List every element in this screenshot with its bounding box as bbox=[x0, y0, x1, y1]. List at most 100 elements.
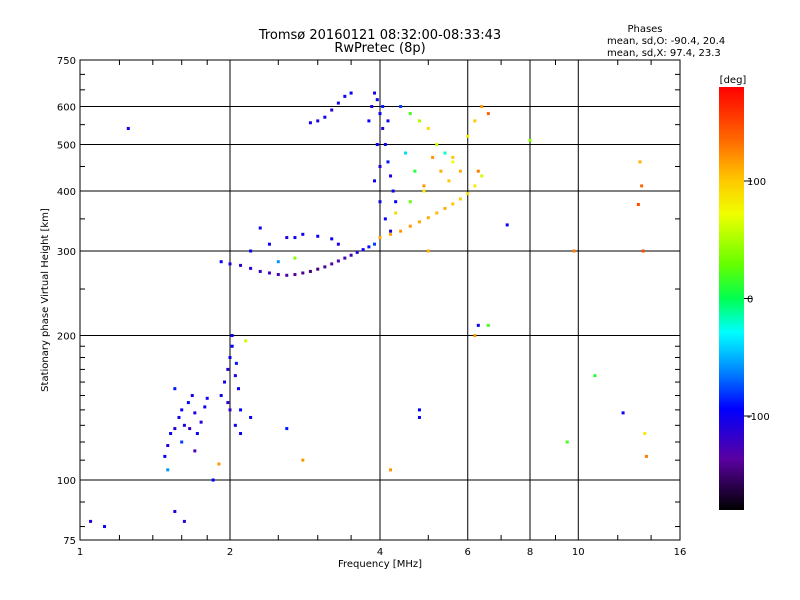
data-point bbox=[173, 509, 177, 513]
y-tick-label: 400 bbox=[57, 187, 76, 198]
data-point bbox=[644, 454, 648, 458]
data-point bbox=[301, 271, 305, 275]
data-point bbox=[182, 519, 186, 523]
data-point bbox=[378, 164, 382, 168]
data-point bbox=[182, 423, 186, 427]
data-point bbox=[422, 184, 426, 188]
data-point bbox=[403, 151, 407, 155]
data-point bbox=[301, 458, 305, 462]
data-point bbox=[193, 449, 197, 453]
data-point bbox=[349, 253, 353, 257]
y-axis-label: Stationary phase Virtual Height [km] bbox=[40, 208, 51, 392]
data-point bbox=[443, 206, 447, 210]
colorbar-label: [deg] bbox=[720, 75, 747, 86]
data-point bbox=[486, 112, 490, 116]
data-point bbox=[466, 134, 470, 138]
y-tick-label: 75 bbox=[63, 536, 76, 547]
data-point bbox=[528, 138, 532, 142]
grid-layer bbox=[80, 60, 680, 540]
data-point bbox=[417, 415, 421, 419]
data-point bbox=[258, 226, 262, 230]
data-point bbox=[308, 121, 312, 125]
data-point bbox=[458, 169, 462, 173]
data-point bbox=[330, 237, 334, 241]
data-point bbox=[399, 229, 403, 233]
x-tick-label: 6 bbox=[465, 547, 471, 558]
data-point bbox=[173, 427, 177, 431]
data-point bbox=[473, 184, 477, 188]
data-point bbox=[228, 408, 232, 412]
data-point bbox=[219, 394, 223, 398]
colorbar bbox=[719, 87, 744, 510]
data-point bbox=[381, 126, 385, 130]
data-point bbox=[316, 267, 320, 271]
data-point bbox=[417, 119, 421, 123]
data-point bbox=[166, 444, 170, 448]
data-point bbox=[228, 355, 232, 359]
y-tick-label: 200 bbox=[57, 332, 76, 343]
colorbar-tick-label: 100 bbox=[747, 177, 766, 188]
chart-title-line1: Tromsø 20160121 08:32:00-08:33:43 bbox=[258, 28, 501, 43]
data-point bbox=[173, 387, 177, 391]
points-layer bbox=[89, 91, 648, 529]
data-point bbox=[447, 179, 451, 183]
data-point bbox=[451, 160, 455, 164]
data-point bbox=[233, 423, 237, 427]
data-point bbox=[422, 189, 426, 193]
data-point bbox=[249, 415, 253, 419]
axis-ticks-layer: 1 2 4 6 8 10 16 75 100 200 300 400 500 600 750 bbox=[57, 56, 686, 558]
data-point bbox=[394, 211, 398, 215]
x-tick-label: 4 bbox=[377, 547, 383, 558]
data-point bbox=[435, 211, 439, 215]
data-point bbox=[89, 519, 93, 523]
data-point bbox=[233, 374, 237, 378]
data-point bbox=[473, 119, 477, 123]
data-point bbox=[373, 242, 377, 246]
data-point bbox=[193, 411, 197, 415]
data-point bbox=[163, 454, 167, 458]
data-point bbox=[389, 468, 393, 472]
data-point bbox=[349, 91, 353, 95]
data-point bbox=[383, 143, 387, 147]
data-point bbox=[426, 216, 430, 220]
data-point bbox=[480, 105, 484, 109]
data-point bbox=[643, 432, 647, 436]
data-point bbox=[641, 249, 645, 253]
data-point bbox=[373, 91, 377, 95]
data-point bbox=[383, 217, 387, 221]
data-point bbox=[293, 236, 297, 240]
data-point bbox=[276, 273, 280, 277]
data-point bbox=[205, 396, 209, 400]
data-point bbox=[249, 249, 253, 253]
colorbar-ticks-layer: 100 0 -100 bbox=[744, 177, 770, 423]
data-point bbox=[249, 266, 253, 270]
x-tick-label: 8 bbox=[527, 547, 533, 558]
data-point bbox=[226, 367, 230, 371]
data-point bbox=[399, 105, 403, 109]
data-point bbox=[336, 101, 340, 105]
colorbar-tick-label: 0 bbox=[747, 295, 753, 306]
data-point bbox=[236, 387, 240, 391]
data-point bbox=[386, 160, 390, 164]
data-point bbox=[239, 263, 243, 267]
x-tick-label: 2 bbox=[227, 547, 233, 558]
data-point bbox=[636, 202, 640, 206]
data-point bbox=[466, 192, 470, 196]
data-point bbox=[417, 220, 421, 224]
data-point bbox=[285, 427, 289, 431]
data-point bbox=[413, 169, 417, 173]
data-point bbox=[394, 200, 398, 204]
data-point bbox=[367, 119, 371, 123]
data-point bbox=[239, 432, 243, 436]
data-point bbox=[417, 408, 421, 412]
data-point bbox=[126, 126, 130, 130]
data-point bbox=[308, 269, 312, 273]
data-point bbox=[451, 202, 455, 206]
chart-title-line2: RwPretec (8p) bbox=[334, 41, 425, 56]
data-point bbox=[180, 408, 184, 412]
data-point bbox=[408, 112, 412, 116]
data-point bbox=[389, 229, 393, 233]
data-point bbox=[443, 151, 447, 155]
data-point bbox=[223, 380, 227, 384]
colorbar-tick-label: -100 bbox=[747, 412, 770, 423]
